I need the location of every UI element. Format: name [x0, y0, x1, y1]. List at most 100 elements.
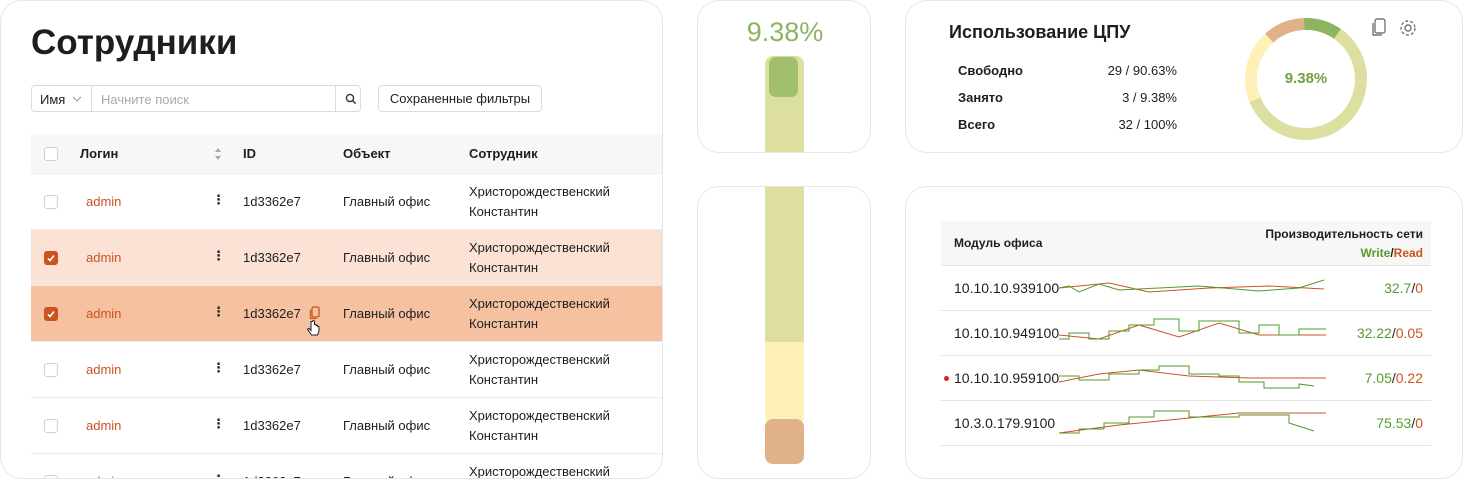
row-checkbox[interactable] — [44, 475, 58, 478]
gauge-card: 9.38% — [697, 0, 871, 153]
table-row[interactable]: admin ⋮ 1d3362e7 Главный офис Христорождеств… — [31, 398, 662, 454]
employee-cell: Христорождественский Константин — [469, 184, 610, 219]
copy-icon[interactable] — [1371, 18, 1387, 38]
login-link[interactable]: admin — [86, 418, 122, 433]
row-menu[interactable]: ⋮ — [212, 416, 225, 431]
gauge-value: 9.38% — [746, 17, 824, 47]
gauge-segment — [765, 342, 804, 426]
id-cell: 1d3362e7 — [243, 250, 301, 265]
table-row[interactable]: admin ⋮ 1d3362e7 Главный офис Христорождеств… — [31, 286, 662, 342]
sort-icon[interactable] — [214, 147, 222, 161]
employee-cell: Христорождественский Константин — [469, 464, 610, 479]
table-row[interactable]: admin ⋮ 1d3362e7 Главный офис Христорождеств… — [31, 454, 662, 479]
cpu-card: Использование ЦПУ Свободно 29 / 90.63% Зан… — [905, 0, 1463, 153]
throughput: 75.53/0 — [1376, 415, 1423, 431]
row-menu[interactable]: ⋮ — [212, 470, 225, 478]
select-all-checkbox[interactable] — [44, 147, 58, 161]
settings-icon[interactable] — [1398, 18, 1418, 38]
alert-dot — [944, 376, 949, 381]
row-checkbox[interactable] — [44, 363, 58, 377]
object-cell: Главный офис — [343, 472, 430, 478]
search-button[interactable] — [345, 93, 357, 105]
row-menu[interactable]: ⋮ — [212, 192, 225, 207]
sparkline — [1059, 279, 1325, 293]
sparkline-read — [1059, 412, 1326, 434]
read-value: 0.22 — [1395, 370, 1423, 386]
module-name: 10.10.10.959100 — [954, 370, 1060, 386]
sparkline — [1059, 410, 1326, 434]
cursor-icon — [307, 320, 320, 336]
network-row: 10.10.10.959100 7.05/0.22 — [941, 356, 1431, 401]
gauge-fill — [769, 57, 798, 97]
separator: / — [1411, 415, 1416, 431]
sparkline-write — [1059, 410, 1315, 434]
row-menu[interactable]: ⋮ — [212, 360, 225, 375]
column-header: Объект — [343, 146, 391, 161]
sparkline-write — [1059, 365, 1315, 389]
write-value: 75.53 — [1376, 415, 1412, 431]
object-cell: Главный офис — [343, 306, 431, 321]
stat-value: 29 / 90.63% — [1107, 63, 1177, 78]
read-value: 0 — [1415, 415, 1423, 431]
check-icon — [46, 310, 55, 318]
module-name: 10.10.10.949100 — [954, 325, 1060, 341]
legend: Write/Read — [1361, 246, 1423, 260]
throughput: 32.7/0 — [1384, 280, 1423, 296]
employee-cell: Христорождественский Константин — [469, 240, 610, 275]
row-menu[interactable]: ⋮ — [212, 248, 225, 263]
login-link[interactable]: admin — [86, 362, 122, 377]
gauge-segment — [765, 419, 804, 464]
page-title: Сотрудники — [31, 23, 238, 62]
network-card: Модуль офиса Производительность сети Wri… — [905, 186, 1463, 479]
module-name: 10.10.10.939100 — [954, 280, 1060, 296]
id-cell: 1d3362e7 — [243, 418, 301, 433]
employees-card: Сотрудники Имя Начните поиск Сохраненные… — [0, 0, 663, 479]
table-header: Логин ID Объект Сотрудник — [31, 134, 662, 174]
stat-value: 32 / 100% — [1118, 117, 1177, 132]
column-header: Сотрудник — [469, 146, 538, 161]
write-value: 32.7 — [1384, 280, 1412, 296]
table-row[interactable]: admin ⋮ 1d3362e7 Главный офис Христорождеств… — [31, 342, 662, 398]
table-row[interactable]: admin ⋮ 1d3362e7 Главный офис Христорождеств… — [31, 230, 662, 286]
network-row: 10.3.0.179.9100 75.53/0 — [941, 401, 1431, 446]
check-mark — [46, 254, 55, 262]
separator: / — [1390, 246, 1394, 260]
separator: / — [1391, 370, 1396, 386]
login-link[interactable]: admin — [86, 250, 122, 265]
cpu-title: Использование ЦПУ — [949, 22, 1131, 42]
legend-read: Read — [1393, 246, 1423, 260]
throughput: 7.05/0.22 — [1365, 370, 1423, 386]
saved-filters-button[interactable]: Сохраненные фильтры — [378, 85, 542, 112]
separator: / — [1391, 325, 1396, 341]
donut-center-label: 9.38% — [1284, 70, 1328, 87]
network-row: 10.10.10.949100 32.22/0.05 — [941, 311, 1431, 356]
table-row[interactable]: admin ⋮ 1d3362e7 Главный офис Христорождеств… — [31, 174, 662, 230]
login-link[interactable]: admin — [86, 194, 122, 209]
read-value: 0.05 — [1395, 325, 1423, 341]
object-cell: Главный офис — [343, 194, 431, 209]
write-value: 7.05 — [1364, 370, 1392, 386]
read-value: 0 — [1415, 280, 1423, 296]
sparkline — [1059, 318, 1326, 340]
table-body: admin ⋮ 1d3362e7 Главный офис Христорождеств… — [31, 174, 662, 479]
row-checkbox[interactable] — [44, 251, 58, 265]
row-checkbox[interactable] — [44, 419, 58, 433]
copy-icon[interactable] — [309, 306, 321, 320]
cpu-donut — [1245, 18, 1367, 140]
login-link[interactable]: admin — [86, 306, 122, 321]
sparkline-write — [1059, 318, 1326, 340]
employee-cell: Христорождественский Константин — [469, 296, 610, 331]
row-checkbox[interactable] — [44, 195, 58, 209]
gauge-card — [697, 186, 871, 479]
object-cell: Главный офис — [343, 418, 431, 433]
search-field-select[interactable]: Имя — [40, 92, 66, 107]
row-menu[interactable]: ⋮ — [212, 304, 225, 319]
id-cell: 1d3362e7 — [243, 306, 301, 321]
column-header: ID — [243, 146, 256, 161]
object-cell: Главный офис — [343, 250, 431, 265]
row-checkbox[interactable] — [44, 307, 58, 321]
search-input[interactable]: Начните поиск — [101, 92, 189, 107]
id-cell: 1d3362e7 — [243, 472, 301, 478]
login-link[interactable]: admin — [86, 472, 121, 478]
